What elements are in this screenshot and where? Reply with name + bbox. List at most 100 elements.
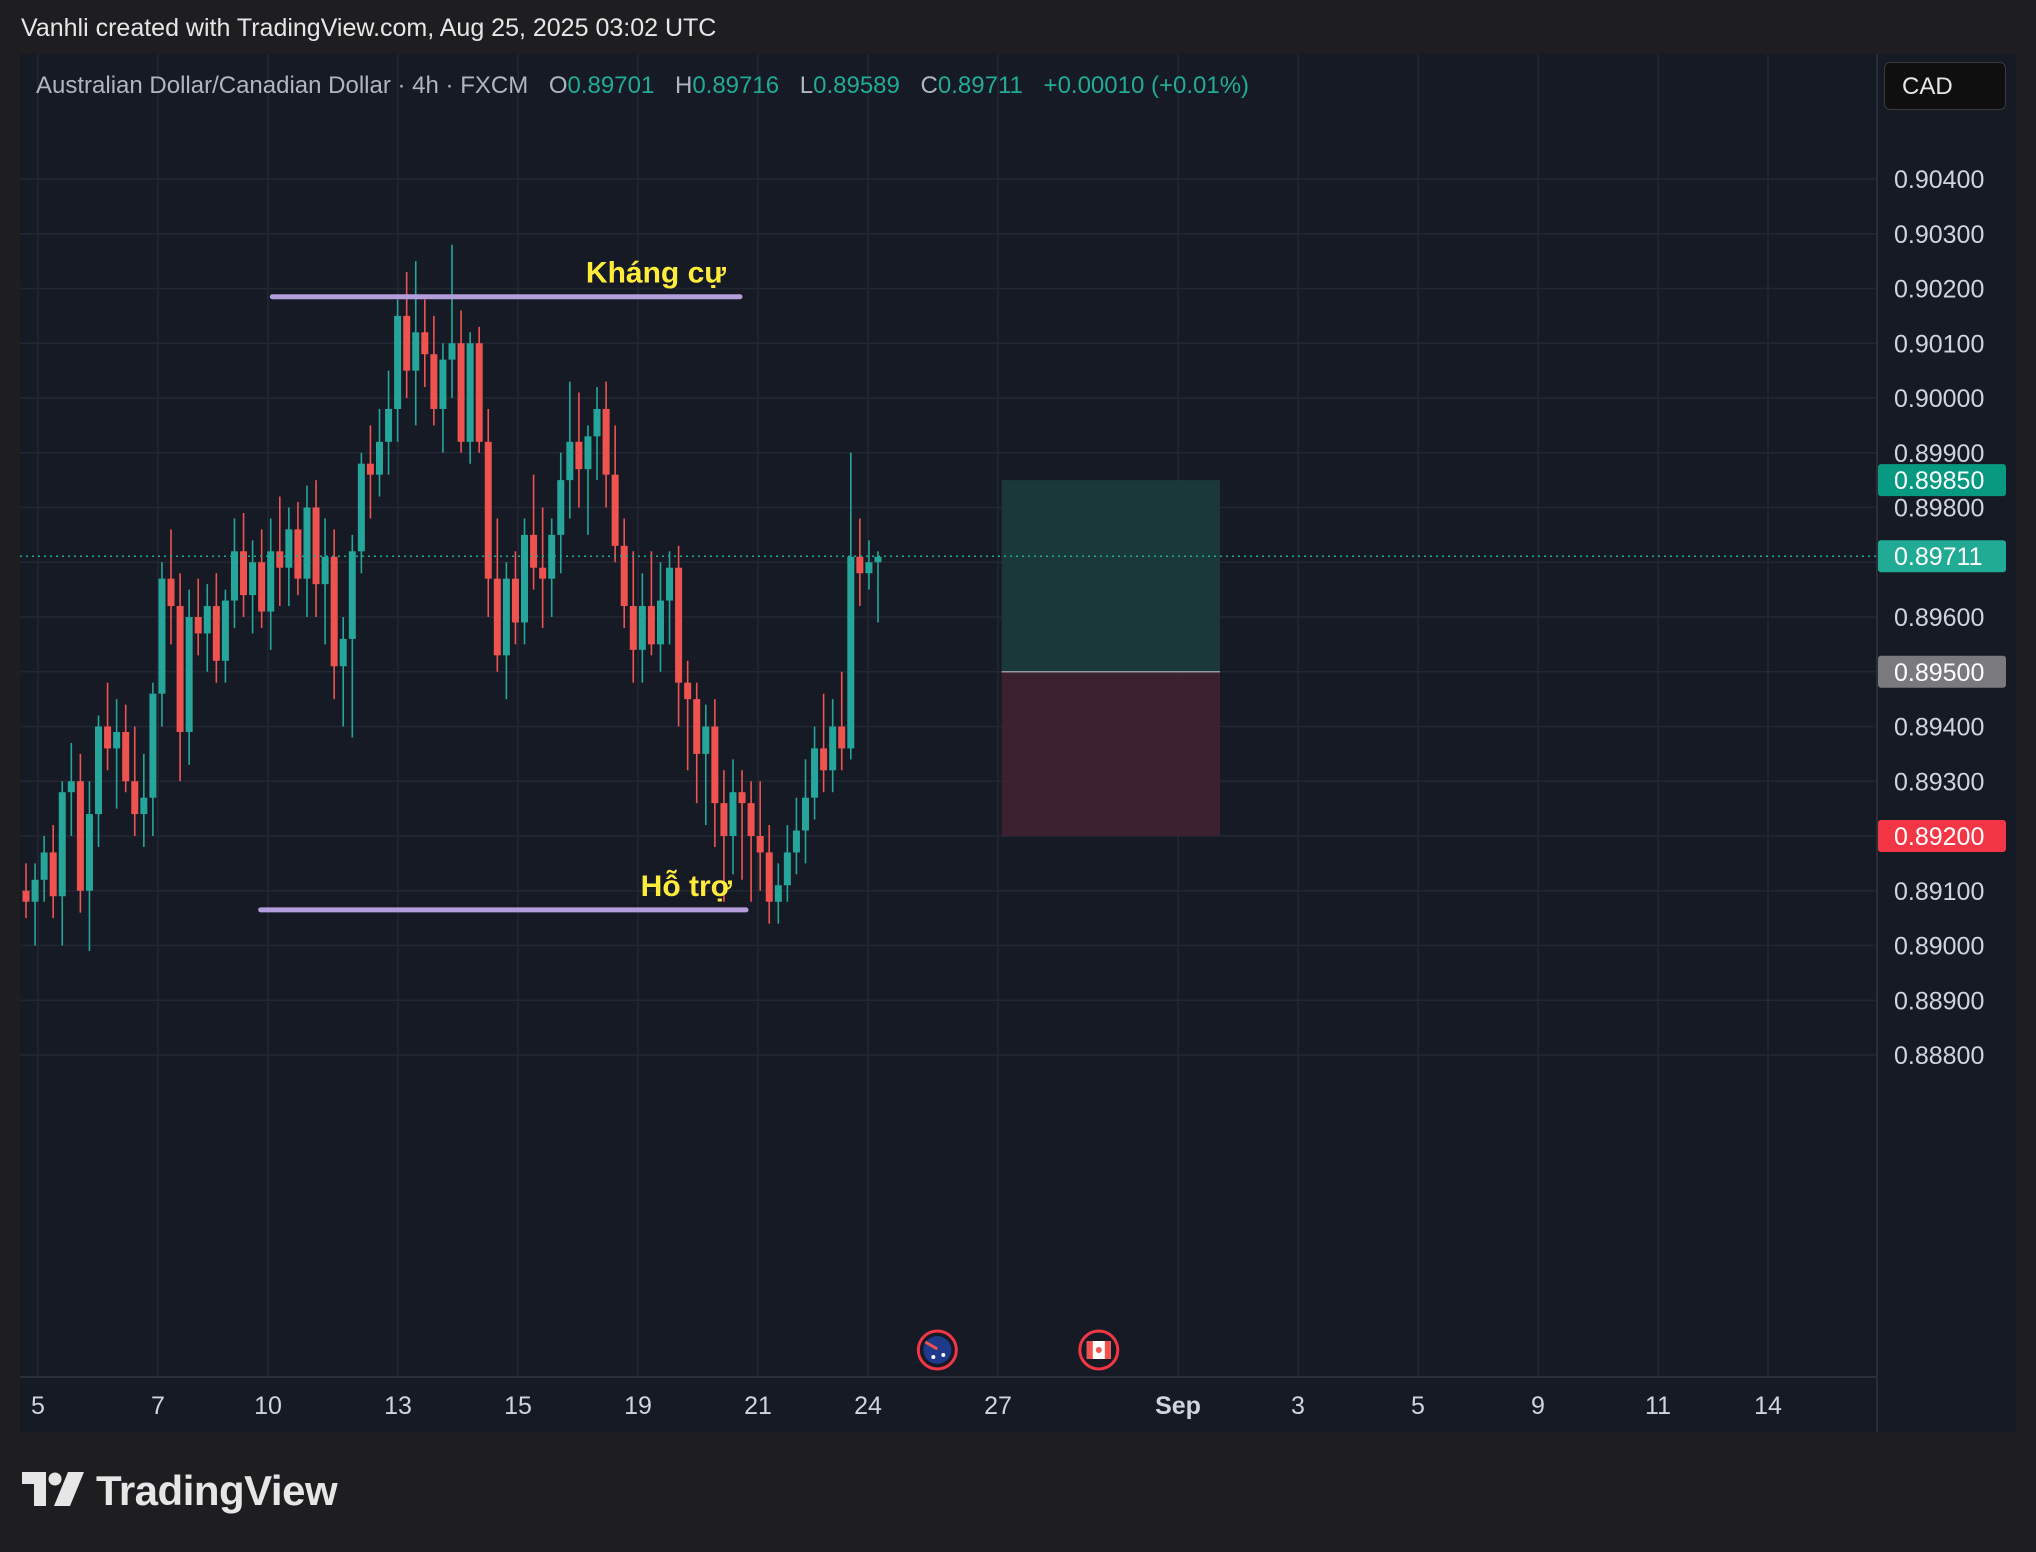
candle-body <box>466 343 474 442</box>
candle-body <box>783 852 791 886</box>
candle-body <box>276 551 284 568</box>
chart-area[interactable]: Kháng cự Hỗ trợ 0.90400 0.90300 0.90200 0.901… <box>20 54 2016 1432</box>
y-tick-label: 0.90200 <box>1894 276 1984 304</box>
y-tick-label: 0.90100 <box>1894 330 1984 358</box>
candle-body <box>711 726 719 804</box>
y-tick-label: 0.89100 <box>1894 878 1984 906</box>
x-tick-label: 9 <box>1531 1392 1545 1420</box>
candle-body <box>203 606 211 634</box>
candle-body <box>865 562 873 574</box>
candle-body <box>747 803 755 836</box>
candle-body <box>31 879 39 902</box>
candle-body <box>448 343 456 360</box>
x-tick-label: 5 <box>31 1392 45 1420</box>
candle-body <box>167 578 175 607</box>
candle-body <box>412 332 420 371</box>
candle-body <box>357 463 365 552</box>
candle-body <box>756 836 764 853</box>
candlestick-chart[interactable]: Kháng cự Hỗ trợ 0.90400 0.90300 0.90200 0.901… <box>20 54 2016 1432</box>
candle-body <box>484 441 492 579</box>
candle-body <box>330 556 338 667</box>
x-tick-label: 21 <box>744 1392 772 1420</box>
x-tick-label: 3 <box>1291 1392 1305 1420</box>
x-tick-label: 15 <box>504 1392 532 1420</box>
candle-body <box>58 792 66 897</box>
currency-button[interactable]: CAD <box>1884 62 2006 110</box>
y-tick-label: 0.89800 <box>1894 495 1984 523</box>
price-tag <box>1878 820 2006 852</box>
canada-flag-leaf <box>1095 1347 1102 1353</box>
candle-body <box>394 315 402 409</box>
candle-body <box>303 507 311 579</box>
target-zone <box>1001 480 1220 672</box>
candle-body <box>575 441 583 470</box>
candle-body <box>838 726 846 749</box>
close-value: 0.89711 <box>937 72 1023 99</box>
candle-body <box>267 551 275 612</box>
candle-body <box>502 578 510 656</box>
candle-body <box>339 638 347 667</box>
candle-body <box>684 682 692 700</box>
candle-body <box>693 699 701 754</box>
candle-body <box>829 726 837 771</box>
candle-body <box>457 343 465 442</box>
candle-body <box>820 748 828 771</box>
x-tick-label: 11 <box>1645 1392 1671 1420</box>
price-tag <box>1878 540 2006 573</box>
y-tick-label: 0.89900 <box>1894 440 1984 468</box>
candle-body <box>856 556 864 574</box>
candle-body <box>212 606 220 661</box>
low-value: 0.89589 <box>813 72 900 99</box>
candle-body <box>702 726 710 754</box>
price-tag-label: 0.89200 <box>1894 823 1984 851</box>
brand-name: TradingView <box>96 1467 338 1514</box>
candle-body <box>530 534 538 568</box>
price-tag-label: 0.89711 <box>1894 543 1983 571</box>
support-label: Hỗ trợ <box>641 869 733 903</box>
candle-body <box>221 600 229 661</box>
candle-body <box>258 562 266 612</box>
x-tick-label: 27 <box>984 1392 1012 1420</box>
symbol-legend: Australian Dollar/Canadian Dollar · 4h ·… <box>36 72 1249 100</box>
x-tick-label: 7 <box>151 1392 165 1420</box>
canada-flag-band <box>1086 1341 1093 1359</box>
candle-body <box>729 792 737 836</box>
australia-flag-star <box>931 1355 936 1359</box>
candle-body <box>629 606 637 650</box>
candle-body <box>285 529 293 568</box>
candle-body <box>403 315 411 371</box>
y-tick-label: 0.88900 <box>1894 987 1984 1015</box>
x-tick-label: 13 <box>384 1392 412 1420</box>
x-tick-label: 10 <box>254 1392 282 1420</box>
australia-flag-cross <box>924 1340 939 1351</box>
candle-body <box>67 781 75 793</box>
candle-body <box>366 463 374 475</box>
stop-zone <box>1001 671 1220 836</box>
candle-body <box>375 441 383 475</box>
candle-body <box>548 534 556 579</box>
candle-body <box>557 480 565 535</box>
candle-body <box>122 731 130 782</box>
candle-body <box>176 606 184 732</box>
candle-body <box>185 617 193 732</box>
candle-body <box>76 781 84 891</box>
candle-body <box>49 852 57 897</box>
candle-body <box>158 578 166 694</box>
candle-body <box>811 748 819 798</box>
open-value: 0.89701 <box>567 72 655 99</box>
candle-body <box>675 567 683 683</box>
candle-body <box>611 474 619 546</box>
candle-body <box>874 556 882 563</box>
symbol-title[interactable]: Australian Dollar/Canadian Dollar · 4h ·… <box>36 72 529 99</box>
candle-body <box>765 852 773 902</box>
candle-body <box>847 556 855 749</box>
candle-body <box>638 606 646 650</box>
candle-body <box>22 890 30 902</box>
candle-body <box>774 885 782 902</box>
candle-body <box>439 359 447 409</box>
high-value: 0.89716 <box>692 72 780 99</box>
candle-body <box>321 556 329 585</box>
candle-body <box>294 529 302 579</box>
candle-body <box>539 567 547 579</box>
candle-body <box>647 606 655 645</box>
